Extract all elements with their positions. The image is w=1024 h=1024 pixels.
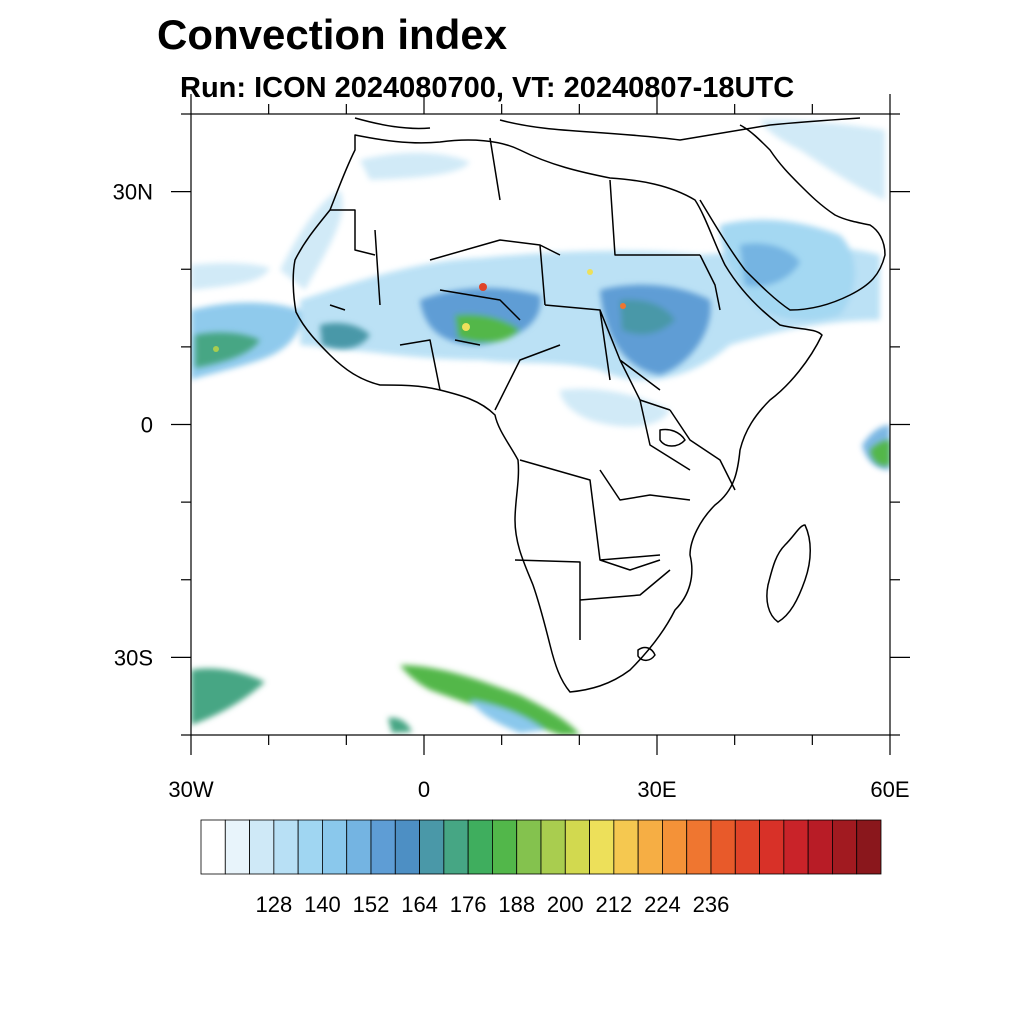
colorbar-swatch	[710, 819, 736, 875]
colorbar-swatch	[832, 819, 858, 875]
colorbar-label: 152	[353, 892, 390, 917]
colorbar-swatch	[564, 819, 590, 875]
colorbar-label: 164	[401, 892, 438, 917]
lon-tick-label: 0	[418, 777, 430, 802]
colorbar-label: 212	[595, 892, 632, 917]
colorbar-swatch	[419, 819, 445, 875]
colorbar-label: 188	[498, 892, 535, 917]
colorbar-swatch	[589, 819, 615, 875]
colorbar-swatch	[540, 819, 566, 875]
colorbar-swatch	[273, 819, 299, 875]
colorbar-label: 200	[547, 892, 584, 917]
chart-subtitle: Run: ICON 2024080700, VT: 20240807-18UTC	[180, 72, 795, 104]
colorbar-swatch	[346, 819, 372, 875]
colorbar-swatch	[249, 819, 275, 875]
colorbar-swatch	[613, 819, 639, 875]
axis-ticks	[171, 94, 910, 755]
coastlines-borders	[292, 117, 886, 693]
colorbar-label: 236	[693, 892, 730, 917]
colorbar: 128 140 152 164 176 188 200 212 224 236	[200, 819, 882, 917]
colorbar-swatch	[322, 819, 348, 875]
colorbar-label: 128	[255, 892, 292, 917]
colorbar-swatch	[856, 819, 882, 875]
lon-tick-label: 30E	[637, 777, 676, 802]
colorbar-swatch	[637, 819, 663, 875]
colorbar-swatch	[394, 819, 420, 875]
lat-tick-label: 30N	[113, 180, 153, 205]
colorbar-swatch	[492, 819, 518, 875]
axis-tick-labels: 30N 0 30S 30W 0 30E 60E	[113, 180, 910, 802]
colorbar-swatch	[370, 819, 396, 875]
map-frame	[191, 114, 890, 735]
colorbar-swatch	[783, 819, 809, 875]
convection-shading	[191, 119, 890, 735]
colorbar-swatch	[807, 819, 833, 875]
lat-tick-label: 30S	[114, 645, 153, 670]
colorbar-swatch	[467, 819, 493, 875]
colorbar-swatch	[200, 819, 226, 875]
colorbar-label: 176	[450, 892, 487, 917]
lat-tick-label: 0	[141, 413, 153, 438]
colorbar-swatch	[297, 819, 323, 875]
lon-tick-label: 60E	[870, 777, 909, 802]
colorbar-label: 224	[644, 892, 681, 917]
colorbar-swatch	[662, 819, 688, 875]
chart-title: Convection index	[157, 11, 508, 58]
colorbar-swatch	[734, 819, 760, 875]
colorbar-label: 140	[304, 892, 341, 917]
colorbar-swatch	[516, 819, 542, 875]
colorbar-swatch	[759, 819, 785, 875]
colorbar-swatch	[443, 819, 469, 875]
colorbar-swatch	[686, 819, 712, 875]
colorbar-swatch	[224, 819, 250, 875]
lon-tick-label: 30W	[168, 777, 213, 802]
